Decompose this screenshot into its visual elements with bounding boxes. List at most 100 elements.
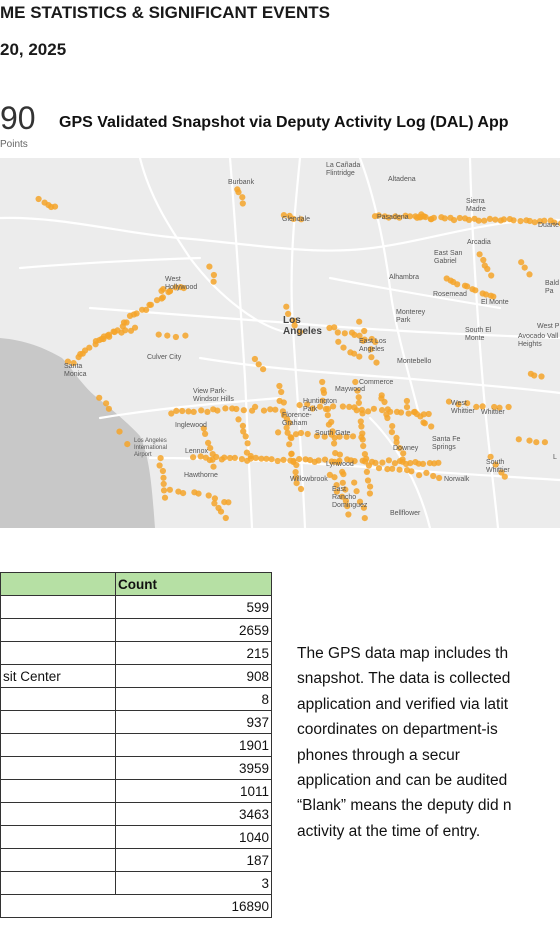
gps-point: [349, 433, 357, 440]
gps-point: [441, 215, 448, 222]
paragraph-line: coordinates on department-is: [297, 721, 498, 739]
gps-point: [319, 397, 326, 404]
ocean-area: [0, 338, 155, 528]
place-label: Downey: [393, 445, 419, 452]
gps-point: [200, 425, 207, 432]
gps-point: [292, 431, 300, 438]
gps-point: [214, 407, 221, 414]
gps-point: [272, 406, 279, 413]
gps-point: [526, 271, 533, 278]
gps-point: [51, 203, 59, 210]
gps-point: [326, 324, 333, 332]
table-header-row: Count: [0, 572, 272, 596]
place-label: Florence- Graham: [282, 412, 312, 427]
gps-point: [304, 430, 311, 438]
row-label: [0, 848, 116, 872]
gps-point: [185, 408, 192, 415]
gps-point: [233, 405, 240, 413]
table-row: 3959: [0, 756, 272, 780]
gps-point: [335, 338, 342, 345]
place-label: Bald Pa: [545, 280, 560, 295]
gps-point: [209, 451, 216, 458]
place-label: Santa Monica: [64, 363, 87, 378]
gps-point: [205, 439, 212, 446]
gps-point: [274, 457, 281, 465]
paragraph-line: activity at the time of entry.: [297, 822, 481, 840]
place-label: Arcadia: [467, 239, 491, 246]
gps-point: [384, 414, 391, 422]
gps-point: [500, 216, 507, 223]
gps-point: [518, 259, 525, 266]
gps-point: [252, 403, 259, 410]
gps-point: [164, 332, 171, 339]
gps-point: [217, 508, 225, 515]
gps-point: [211, 495, 218, 502]
gps-points-map[interactable]: La Cañada Flintridge Altadena Burbank Si…: [0, 158, 560, 528]
gps-point: [324, 405, 332, 413]
gps-point: [240, 407, 247, 414]
gps-point: [156, 462, 163, 469]
gps-point: [505, 403, 512, 411]
report-date: 20, 2025: [0, 40, 67, 59]
gps-point: [423, 469, 430, 476]
gps-point: [293, 480, 300, 487]
gps-point: [159, 294, 166, 301]
gps-point: [238, 456, 245, 463]
place-label: Norwalk: [444, 476, 470, 483]
place-label: Lynwood: [326, 461, 354, 468]
gps-point: [202, 430, 209, 437]
gps-point: [239, 194, 246, 201]
gps-point: [406, 213, 414, 220]
gps-point: [180, 490, 187, 497]
place-label: Culver City: [147, 354, 182, 361]
gps-point: [365, 462, 372, 469]
gps-point: [110, 328, 117, 335]
total-label: [0, 894, 116, 918]
gps-point: [510, 217, 517, 224]
gps-point: [454, 281, 461, 288]
gps-point: [372, 338, 379, 345]
gps-point: [225, 499, 232, 506]
gps-point: [64, 358, 71, 365]
gps-point: [298, 216, 305, 223]
gps-point: [356, 498, 364, 505]
gps-point: [166, 288, 173, 295]
gps-point: [422, 214, 429, 221]
gps-point: [326, 471, 333, 478]
gps-point: [258, 455, 265, 462]
gps-point: [160, 286, 167, 293]
gps-point: [239, 200, 246, 207]
place-label: Monterey Park: [396, 309, 426, 324]
gps-point: [413, 411, 420, 418]
gps-point: [368, 354, 375, 361]
gps-point: [416, 472, 423, 479]
gps-point: [263, 455, 270, 462]
place-label: Hawthorne: [184, 472, 218, 479]
place-label: Sierra Madre: [466, 198, 486, 213]
gps-point: [166, 486, 173, 493]
gps-point: [333, 482, 340, 489]
gps-point: [396, 466, 403, 473]
table-row: 3463: [0, 802, 272, 826]
gps-point: [268, 456, 275, 463]
gps-point: [321, 456, 329, 463]
gps-point: [357, 418, 364, 425]
gps-point: [304, 401, 311, 408]
gps-point: [155, 331, 162, 338]
gps-point: [173, 407, 180, 414]
row-label: [0, 618, 116, 642]
gps-point: [235, 416, 242, 423]
gps-point: [515, 436, 522, 443]
table-total-row: 16890: [0, 894, 272, 918]
gps-point: [346, 403, 353, 410]
kpi-unit: Points: [0, 139, 28, 150]
gps-point: [387, 408, 394, 415]
gps-point: [393, 434, 400, 441]
gps-point: [379, 459, 386, 466]
gps-point: [242, 433, 249, 440]
place-label: Lennox: [185, 448, 208, 455]
gps-point: [286, 419, 293, 426]
place-label: South Gate: [315, 430, 351, 437]
gps-point: [278, 388, 285, 396]
total-count: 16890: [115, 894, 272, 918]
